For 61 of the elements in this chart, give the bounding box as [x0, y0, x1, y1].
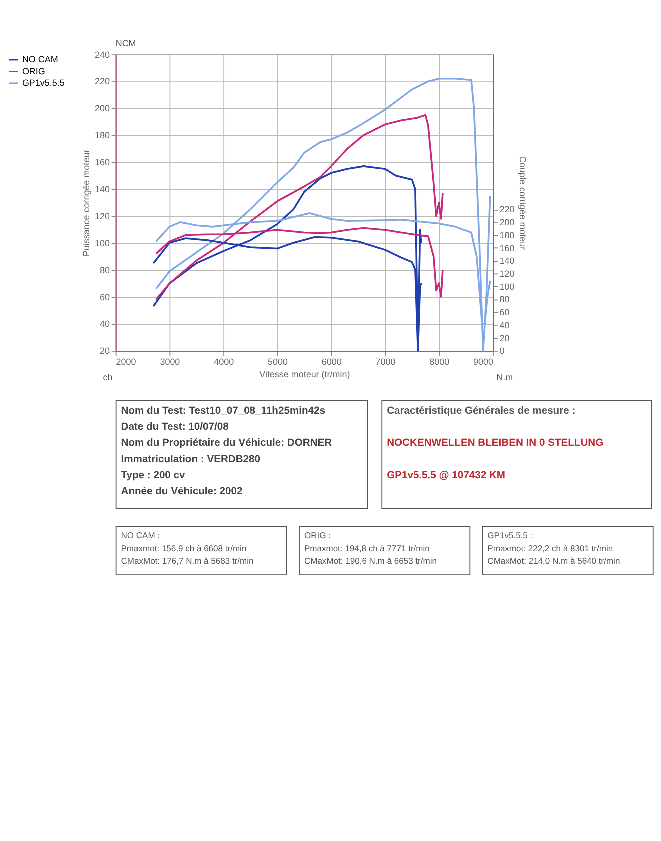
- y-tick-label: 60: [100, 292, 110, 302]
- legend-label: NO CAM: [22, 54, 58, 65]
- text: NCM: [116, 38, 136, 49]
- text: Pmaxmot: 156,9 ch à 6608 tr/min: [121, 543, 247, 554]
- x-tick-label: 4000: [214, 356, 234, 367]
- text: Nom du Test: Test10_07_08_11h25min42s: [121, 406, 326, 417]
- text: NOCKENWELLEN BLEIBEN IN 0 STELLUNG: [387, 438, 604, 450]
- y-tick-label: 140: [95, 184, 110, 194]
- legend-label: ORIG: [22, 66, 46, 76]
- text: Immatriculation : VERDB280: [121, 454, 261, 466]
- y2-tick-label: 60: [500, 308, 510, 318]
- y2-tick-label: 0: [500, 346, 505, 356]
- text: Caractéristique Générales de mesure :: [387, 406, 576, 417]
- y2-tick-label: 180: [500, 230, 515, 240]
- y2-tick-label: 220: [500, 204, 515, 215]
- y2-tick-label: 100: [500, 282, 515, 292]
- x-tick-label: 6000: [322, 356, 342, 367]
- legend-label: GP1v5.5.5: [22, 78, 65, 88]
- line-series: [155, 114, 444, 301]
- y-tick-label: 20: [100, 346, 110, 356]
- text: Année du Véhicule: 2002: [121, 486, 244, 498]
- x-tick-label: 2000: [116, 356, 136, 367]
- text: ORIG :: [304, 530, 331, 541]
- y-tick-label: 220: [95, 76, 110, 87]
- text: CMaxMot: 176,7 N.m à 5683 tr/min: [121, 556, 254, 566]
- y2-tick-label: 200: [500, 218, 515, 228]
- y-tick-label: 180: [95, 130, 110, 141]
- y2-tick-label: 160: [500, 243, 515, 254]
- text: GP1v5.5.5 @ 107432 KM: [387, 470, 506, 482]
- text: N.m: [496, 372, 514, 383]
- x-axis-title: Vitesse moteur (tr/min): [260, 370, 350, 380]
- y2-tick-label: 20: [500, 333, 510, 344]
- text: Nom du Propriétaire du Véhicule: DORNER: [121, 438, 333, 450]
- text: GP1v5.5.5 :: [488, 530, 533, 541]
- text: Type : 200 cv: [121, 470, 186, 482]
- text: CMaxMot: 214,0 N.m à 5640 tr/min: [488, 556, 620, 566]
- x-tick-label: 3000: [160, 356, 180, 367]
- text: Pmaxmot: 222,2 ch à 8301 tr/min: [488, 543, 614, 554]
- y-tick-label: 100: [95, 238, 110, 248]
- text: Pmaxmot: 194,8 ch à 7771 tr/min: [304, 543, 430, 554]
- y2-tick-label: 80: [500, 294, 510, 305]
- text: ch: [103, 372, 113, 383]
- y2-axis-title: Couple corrigée moteur: [518, 156, 528, 250]
- y-tick-label: 40: [100, 319, 110, 330]
- x-tick-label: 5000: [268, 356, 288, 367]
- text: Date du Test: 10/07/08: [121, 422, 230, 434]
- y-axis-title: Puissance corrigée moteur: [82, 150, 92, 257]
- y2-tick-label: 140: [500, 256, 515, 266]
- x-tick-label: 7000: [376, 356, 396, 367]
- line-series: [155, 78, 492, 352]
- y2-tick-label: 120: [500, 269, 515, 280]
- y-tick-label: 160: [95, 158, 110, 168]
- y-tick-label: 240: [95, 50, 110, 60]
- y2-tick-label: 40: [500, 320, 510, 330]
- x-tick-label: 9000: [474, 356, 494, 367]
- y-tick-label: 200: [95, 104, 110, 114]
- text: NO CAM :: [121, 530, 160, 541]
- text: CMaxMot: 190,6 N.m à 6653 tr/min: [304, 556, 438, 566]
- x-tick-label: 8000: [430, 356, 450, 367]
- y-tick-label: 120: [95, 211, 110, 222]
- y-tick-label: 80: [100, 265, 110, 276]
